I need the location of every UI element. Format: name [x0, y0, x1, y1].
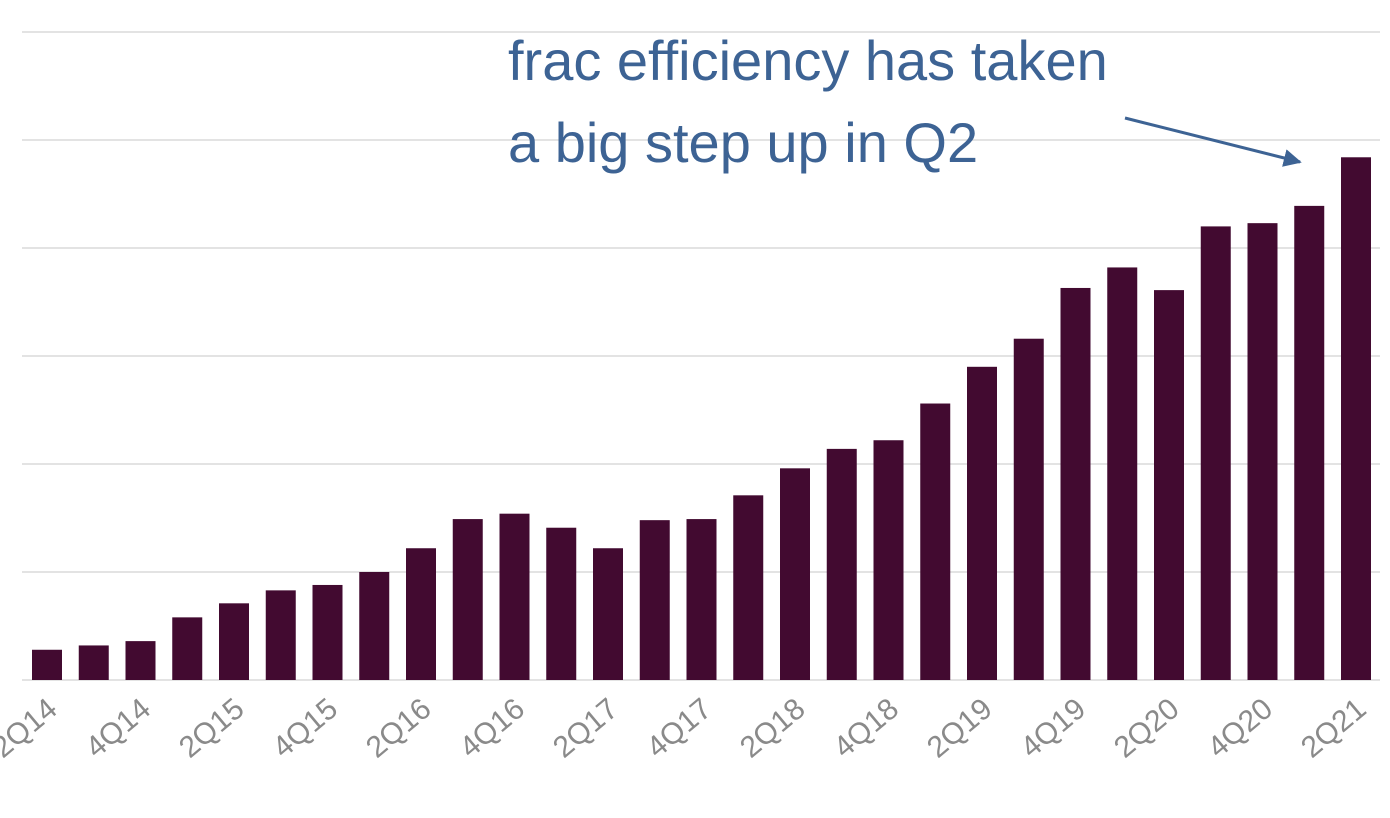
x-tick-label: 2Q19	[921, 692, 998, 764]
bars	[32, 157, 1371, 680]
bar	[406, 548, 436, 680]
bar	[686, 519, 717, 680]
bar	[1247, 223, 1278, 680]
bar	[499, 513, 530, 680]
x-tick-label: 2Q18	[734, 692, 811, 764]
bar	[920, 403, 951, 680]
annotation: a big step up in Q2	[508, 111, 978, 174]
x-tick-label: 2Q17	[547, 692, 624, 764]
bar	[967, 366, 997, 680]
bar	[1294, 205, 1325, 680]
bar	[1060, 287, 1091, 680]
x-tick-label: 4Q19	[1015, 692, 1092, 764]
x-tick-label: 4Q14	[80, 692, 157, 764]
bar	[219, 603, 249, 680]
bar	[639, 520, 670, 680]
bar	[1341, 157, 1371, 680]
bar	[873, 440, 904, 680]
bar	[1107, 267, 1138, 680]
bar	[265, 590, 296, 680]
bar	[125, 641, 156, 680]
x-tick-label: 2Q14	[0, 692, 63, 764]
bar	[312, 584, 343, 680]
x-tick-label: 2Q16	[360, 692, 437, 764]
annotation: frac efficiency has taken	[508, 29, 1108, 92]
x-tick-label: 4Q17	[641, 692, 718, 764]
x-axis-labels: 2Q14 4Q14 2Q15 4Q15 2Q16 4Q16 2Q17 4Q17 2Q18 4Q18…	[0, 692, 1372, 764]
x-tick-label: 4Q16	[454, 692, 531, 764]
bar	[172, 617, 203, 680]
bar	[1013, 338, 1044, 680]
bar	[1200, 226, 1231, 680]
x-tick-label: 4Q20	[1202, 692, 1279, 764]
bar	[733, 495, 764, 680]
bar	[78, 645, 109, 680]
bar	[1154, 290, 1184, 680]
bar	[32, 649, 62, 680]
annotation-arrow	[1124, 116, 1302, 167]
grid	[22, 31, 1380, 681]
bar	[546, 527, 577, 680]
bar	[593, 548, 623, 680]
x-tick-label: 2Q21	[1295, 692, 1372, 764]
bar	[780, 468, 810, 680]
x-tick-label: 2Q20	[1108, 692, 1185, 764]
bar	[826, 448, 857, 680]
x-tick-label: 4Q18	[828, 692, 905, 764]
bar	[359, 572, 390, 680]
x-tick-label: 2Q15	[173, 692, 250, 764]
bar	[452, 519, 483, 680]
x-tick-label: 4Q15	[267, 692, 344, 764]
